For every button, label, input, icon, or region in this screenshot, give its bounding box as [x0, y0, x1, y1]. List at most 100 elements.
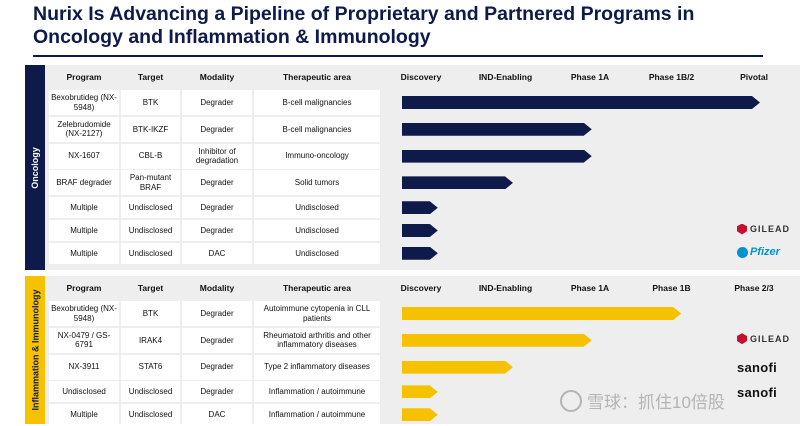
pfizer-icon	[737, 246, 748, 258]
program-cell: NX-1607	[49, 143, 119, 169]
target-cell: BTK	[121, 301, 180, 326]
program-cell: Multiple	[49, 197, 119, 219]
column-header: Pivotal	[740, 72, 768, 82]
therapeutic-area-cell: Immuno-oncology	[254, 143, 380, 169]
therapeutic-area-cell: Type 2 inflammatory diseases	[254, 354, 380, 380]
column-header: Phase 1A	[570, 72, 610, 82]
modality-cell: Degrader	[182, 90, 252, 115]
progress-bar	[402, 201, 438, 214]
progress-bar	[402, 408, 438, 421]
column-header: Phase 2/3	[734, 283, 774, 293]
program-cell: Bexobrutideg (NX-5948)	[49, 90, 119, 115]
partner-name: GILEAD	[750, 333, 791, 344]
progress-bar	[402, 96, 760, 109]
sanofi-logo: sanofi	[737, 360, 777, 375]
target-cell: BTK	[121, 90, 180, 115]
gilead-logo: GILEAD	[737, 223, 791, 235]
modality-cell: Degrader	[182, 170, 252, 196]
therapeutic-area-cell: Rheumatoid arthritis and other inflammat…	[254, 327, 380, 353]
pfizer-logo: Pfizer	[737, 246, 780, 258]
target-cell: Undisclosed	[121, 381, 180, 403]
column-header: Program	[66, 283, 102, 293]
gilead-logo: GILEAD	[737, 333, 791, 345]
modality-cell: Degrader	[182, 116, 252, 142]
column-header: IND-Enabling	[478, 72, 533, 82]
progress-bar	[402, 224, 438, 237]
column-header: Discovery	[400, 283, 442, 293]
column-header: IND-Enabling	[478, 283, 533, 293]
program-cell: Undisclosed	[49, 381, 119, 403]
therapeutic-area-cell: B-cell malignancies	[254, 116, 380, 142]
progress-bar	[402, 361, 513, 374]
oncology-section: Oncology Program Target Modality Therapeuti…	[25, 65, 800, 270]
modality-cell: Degrader	[182, 381, 252, 403]
column-header: Phase 1B/2	[648, 72, 695, 82]
column-header: Phase 1B	[652, 283, 691, 293]
program-cell: NX-3911	[49, 354, 119, 380]
target-cell: BTK-IKZF	[121, 116, 180, 142]
program-cell: Multiple	[49, 404, 119, 426]
gilead-icon	[737, 223, 747, 235]
partner-name: sanofi	[737, 384, 778, 400]
modality-cell: Degrader	[182, 197, 252, 219]
target-cell: Undisclosed	[121, 404, 180, 426]
progress-bar	[402, 307, 681, 320]
column-header: Discovery	[400, 72, 442, 82]
program-cell: Zelebrudomide (NX-2127)	[49, 116, 119, 142]
column-header: Phase 1A	[570, 283, 610, 293]
title-divider	[33, 55, 763, 57]
therapeutic-area-cell: Inflammation / autoimmune	[254, 404, 380, 426]
target-cell: CBL-B	[121, 143, 180, 169]
target-cell: Undisclosed	[121, 242, 180, 264]
oncology-sidebar: Oncology	[25, 65, 45, 270]
column-header: Target	[137, 72, 164, 82]
progress-bar	[402, 334, 592, 347]
target-cell: STAT6	[121, 354, 180, 380]
progress-bar	[402, 247, 438, 260]
therapeutic-area-cell: B-cell malignancies	[254, 90, 380, 115]
program-cell: Multiple	[49, 220, 119, 241]
target-cell: Pan-mutant BRAF	[121, 170, 180, 196]
therapeutic-area-cell: Inflammation / autoimmune	[254, 381, 380, 403]
progress-bar	[402, 123, 592, 136]
watermark: 雪球：抓住10倍股	[560, 388, 725, 413]
snowball-icon	[560, 389, 582, 412]
modality-cell: Degrader	[182, 301, 252, 326]
partner-name: GILEAD	[750, 224, 791, 234]
modality-cell: DAC	[182, 242, 252, 264]
partner-name: sanofi	[737, 360, 778, 376]
program-cell: NX-0479 / GS-6791	[49, 327, 119, 353]
program-cell: Bexobrutideg (NX-5948)	[49, 301, 119, 326]
target-cell: Undisclosed	[121, 220, 180, 241]
watermark-text: 雪球：抓住10倍股	[587, 393, 725, 412]
modality-cell: Inhibitor of degradation	[182, 143, 252, 169]
progress-bar	[402, 176, 513, 189]
target-cell: Undisclosed	[121, 197, 180, 219]
page-title: Nurix Is Advancing a Pipeline of Proprie…	[33, 3, 695, 48]
therapeutic-area-cell: Autoimmune cytopenia in CLL patients	[254, 301, 380, 326]
target-cell: IRAK4	[121, 327, 180, 353]
progress-bar	[402, 385, 438, 398]
column-header: Therapeutic area	[282, 283, 352, 293]
partner-name: Pfizer	[750, 246, 780, 259]
section-label: Oncology	[30, 146, 41, 189]
column-header: Modality	[199, 283, 235, 293]
therapeutic-area-cell: Undisclosed	[254, 197, 380, 219]
modality-cell: Degrader	[182, 220, 252, 241]
inflammation-immunology-section: Inflammation & Immunology Program Target M…	[25, 276, 800, 426]
program-cell: BRAF degrader	[49, 170, 119, 196]
column-header: Program	[66, 72, 102, 82]
column-header: Target	[137, 283, 164, 293]
modality-cell: Degrader	[182, 327, 252, 353]
therapeutic-area-cell: Solid tumors	[254, 170, 380, 196]
sanofi-logo: sanofi	[737, 385, 777, 400]
modality-cell: Degrader	[182, 354, 252, 380]
inflammation-sidebar: Inflammation & Immunology	[25, 276, 45, 424]
therapeutic-area-cell: Undisclosed	[254, 220, 380, 241]
program-cell: Multiple	[49, 242, 119, 264]
column-header: Therapeutic area	[282, 72, 352, 82]
therapeutic-area-cell: Undisclosed	[254, 242, 380, 264]
gilead-icon	[737, 333, 747, 345]
section-label: Inflammation & Immunology	[30, 289, 41, 411]
column-header: Modality	[199, 72, 235, 82]
